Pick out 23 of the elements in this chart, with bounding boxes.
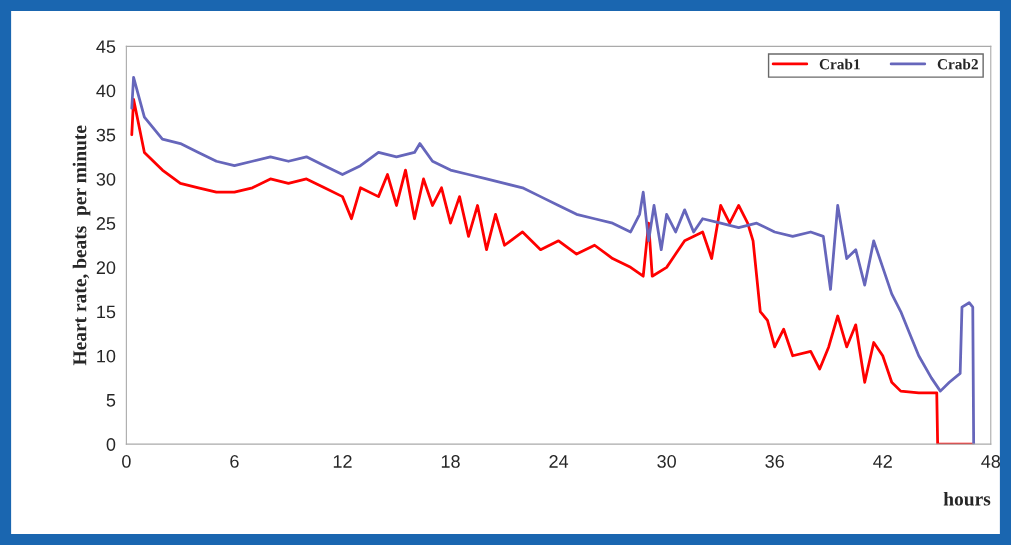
x-tick-label: 30 — [657, 455, 676, 468]
x-tick-label: 48 — [981, 455, 1001, 468]
x-tick-label: 36 — [765, 455, 784, 468]
y-axis-title: Heart rate, beats per minute — [72, 125, 91, 366]
x-axis-title: hours — [943, 491, 991, 506]
y-tick-label: 5 — [106, 394, 116, 407]
x-tick-label: 0 — [122, 455, 131, 468]
x-tick-label: 42 — [873, 455, 892, 468]
x-tick-label: 12 — [333, 455, 352, 468]
x-tick-label: 24 — [549, 455, 569, 468]
y-tick-label: 35 — [96, 128, 116, 142]
x-tick-label: 6 — [230, 455, 239, 468]
y-tick-label: 30 — [96, 172, 116, 186]
legend-label: Crab2 — [937, 58, 978, 70]
y-tick-label: 45 — [96, 40, 116, 54]
y-tick-label: 40 — [96, 84, 116, 98]
y-tick-label: 10 — [97, 349, 116, 363]
y-tick-label: 20 — [96, 261, 116, 275]
x-tick-label: 18 — [441, 455, 460, 468]
y-tick-label: 25 — [96, 217, 116, 230]
legend-label: Crab1 — [819, 58, 860, 70]
y-tick-label: 15 — [97, 305, 116, 319]
y-tick-label: 0 — [106, 438, 116, 451]
